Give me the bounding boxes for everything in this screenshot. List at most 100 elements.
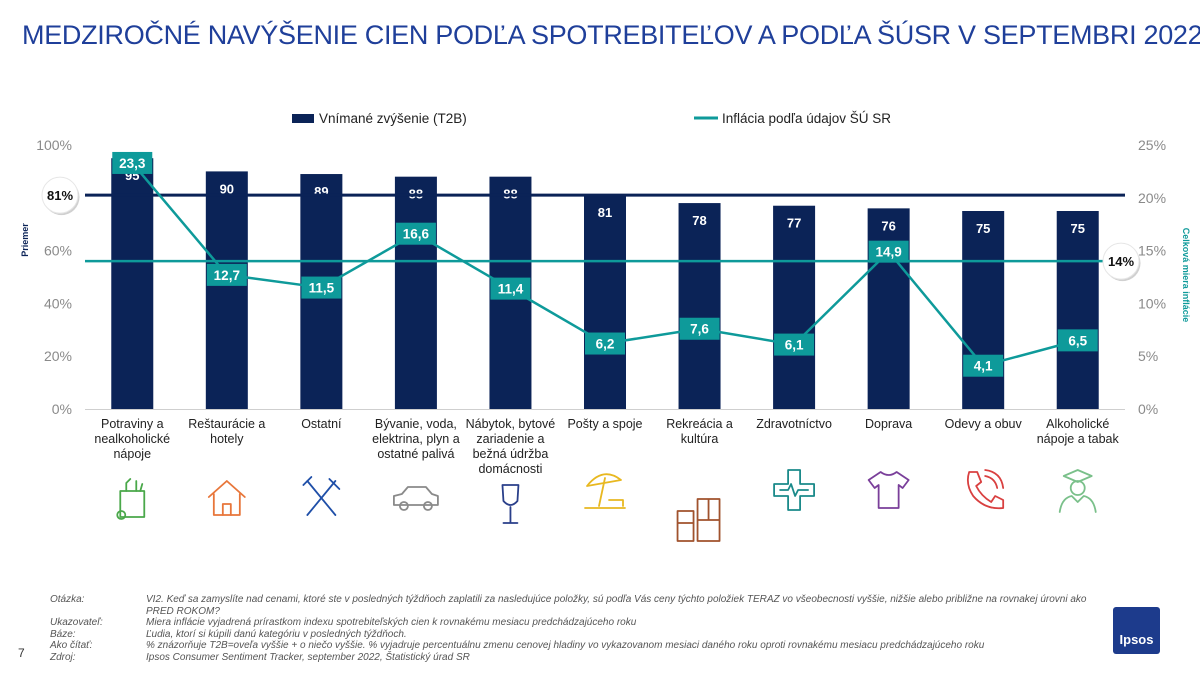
reference-label: 81% xyxy=(47,188,73,203)
bar-value-label: 75 xyxy=(1070,221,1084,236)
category-icons xyxy=(116,469,1097,542)
category-labels: Potraviny a nealkoholické nápoje Reštauráci… xyxy=(94,417,1119,476)
t-shirt-icon xyxy=(867,471,910,509)
line-value-label: 4,1 xyxy=(974,359,993,374)
grocery-bag-icon xyxy=(116,478,146,520)
line-point xyxy=(963,354,1004,377)
line-point xyxy=(774,333,815,356)
category-label: Nábytok, bytové zariadenie a bežná údržba d… xyxy=(466,417,556,476)
bar-value-label: 89 xyxy=(314,184,328,199)
bar xyxy=(1056,211,1099,409)
category-label: Bývanie, voda, elektrina, plyn a ostatné p… xyxy=(372,417,460,461)
footnotes: Otázka: VI2. Keď sa zamyslíte nad cenami,… xyxy=(50,594,1110,663)
footnote-value: Miera inflácie vyjadrená prírastkom inde… xyxy=(146,617,637,628)
right-tick-label: 10% xyxy=(1138,295,1166,311)
line-value-label: 6,1 xyxy=(785,338,804,353)
category-label: Doprava xyxy=(865,417,912,431)
medical-cross-icon xyxy=(773,469,815,511)
line-point xyxy=(301,276,342,299)
bar-value-labels: 9590898888817877767575 xyxy=(125,168,1085,236)
line-point xyxy=(395,222,436,245)
line-point xyxy=(585,332,625,355)
right-axis-title: Celková miera inflácie xyxy=(1181,228,1191,323)
line-value-label: 16,6 xyxy=(403,227,430,242)
line-point xyxy=(1057,329,1098,352)
legend-line-label: Inflácia podľa údajov ŠÚ SR xyxy=(722,111,891,126)
category-label: Potraviny a nealkoholické nápoje xyxy=(94,417,170,461)
line-value-label: 11,5 xyxy=(309,281,335,296)
line-value-label: 11,4 xyxy=(498,282,524,297)
footnote-value: VI2. Keď sa zamyslíte nad cenami, ktoré … xyxy=(146,594,1087,617)
wine-glass-icon xyxy=(501,484,520,524)
footnote-key: Ukazovateľ: xyxy=(50,617,103,628)
footnote-key: Ako čítať: xyxy=(50,640,93,651)
reference-label: 14% xyxy=(1108,254,1134,269)
footnote-key: Otázka: xyxy=(50,594,85,605)
footnote-value: Ľudia, ktorí si kúpili danú kategóriu v … xyxy=(146,628,407,640)
bar xyxy=(111,158,154,409)
right-tick-label: 25% xyxy=(1138,137,1166,153)
bar xyxy=(584,195,626,409)
category-label: Alkoholické nápoje a tabak xyxy=(1037,417,1120,446)
line-point xyxy=(679,317,720,340)
category-label: Odevy a obuv xyxy=(945,417,1023,431)
footnote-key: Báze: xyxy=(50,628,76,640)
footnote-row: Ako čítať: % znázorňuje T2B=oveľa vyššie … xyxy=(50,640,1110,652)
line-value-label: 14,9 xyxy=(875,245,901,260)
reference-bubble xyxy=(41,176,79,214)
line-point xyxy=(206,263,247,286)
right-tick-label: 0% xyxy=(1138,401,1158,417)
left-tick-label: 100% xyxy=(36,137,72,153)
chart-title: MEDZIROČNÉ NAVÝŠENIE CIEN PODĽA SPOTREBI… xyxy=(22,20,1200,50)
footnote-key: Zdroj: xyxy=(50,651,76,663)
bar-value-label: 90 xyxy=(220,181,234,196)
furniture-icon xyxy=(676,498,721,542)
category-label: Rekreácia a kultúra xyxy=(666,417,733,446)
category-label: Reštaurácie a hotely xyxy=(188,417,265,446)
footnote-row: Báze: Ľudia, ktorí si kúpili danú kategór… xyxy=(50,629,1110,641)
footnote-value: % znázorňuje T2B=oveľa vyššie + o niečo … xyxy=(146,640,985,651)
category-label: Zdravotníctvo xyxy=(756,417,832,431)
fork-knife-icon xyxy=(302,476,341,516)
right-tick-label: 20% xyxy=(1138,190,1166,206)
bar xyxy=(678,203,721,409)
left-axis-title: Priemer xyxy=(20,223,30,257)
bar xyxy=(394,176,437,409)
bar xyxy=(962,211,1005,409)
bar-value-label: 78 xyxy=(692,213,706,228)
house-icon xyxy=(207,480,246,516)
legend: Vnímané zvýšenie (T2B) Inflácia podľa úda… xyxy=(292,111,891,126)
line-value-label: 6,5 xyxy=(1068,333,1087,348)
right-tick-label: 5% xyxy=(1138,348,1158,364)
bar xyxy=(867,208,910,409)
chart-canvas: 0%20%40%60%80%100%Priemer 0%5%10%15%20%2… xyxy=(20,111,1191,542)
graduate-icon xyxy=(1058,469,1097,513)
line-point xyxy=(868,240,909,263)
bar-value-label: 81 xyxy=(598,205,612,220)
reference-bubble xyxy=(1102,242,1140,280)
page-number: 7 xyxy=(18,646,25,660)
beach-umbrella-icon xyxy=(584,473,626,509)
bar-value-label: 77 xyxy=(787,216,801,231)
bar-value-label: 75 xyxy=(976,221,990,236)
line-value-labels: 23,3 12,7 11,5 16,6 11,4 6,2 7,6 6,1 14,9 4,1 6,5 xyxy=(112,151,1098,377)
car-icon xyxy=(393,486,439,511)
line-value-label: 7,6 xyxy=(690,322,709,337)
phone-icon xyxy=(966,469,1005,510)
legend-bar-swatch xyxy=(292,114,314,123)
left-tick-label: 60% xyxy=(44,243,72,259)
footnote-row: Otázka: VI2. Keď sa zamyslíte nad cenami,… xyxy=(50,594,1110,617)
right-axis: 0% 5% 10% 15% 20% 25% Celková miera inflácie xyxy=(1138,137,1191,417)
left-tick-label: 20% xyxy=(44,348,72,364)
line-point xyxy=(490,277,531,300)
legend-bar-label: Vnímané zvýšenie (T2B) xyxy=(319,111,467,126)
category-label: Pošty a spoje xyxy=(567,417,642,431)
line-point xyxy=(112,151,153,174)
footnote-row: Ukazovateľ: Miera inflácie vyjadrená prír… xyxy=(50,617,1110,629)
reference-lines: 81% 14% xyxy=(41,176,1141,282)
bar xyxy=(773,205,816,409)
category-label: Ostatní xyxy=(301,417,342,431)
bar xyxy=(205,171,248,409)
footnote-row: Zdroj: Ipsos Consumer Sentiment Tracker,… xyxy=(50,652,1110,664)
ipsos-logo: Ipsos xyxy=(1113,607,1160,654)
